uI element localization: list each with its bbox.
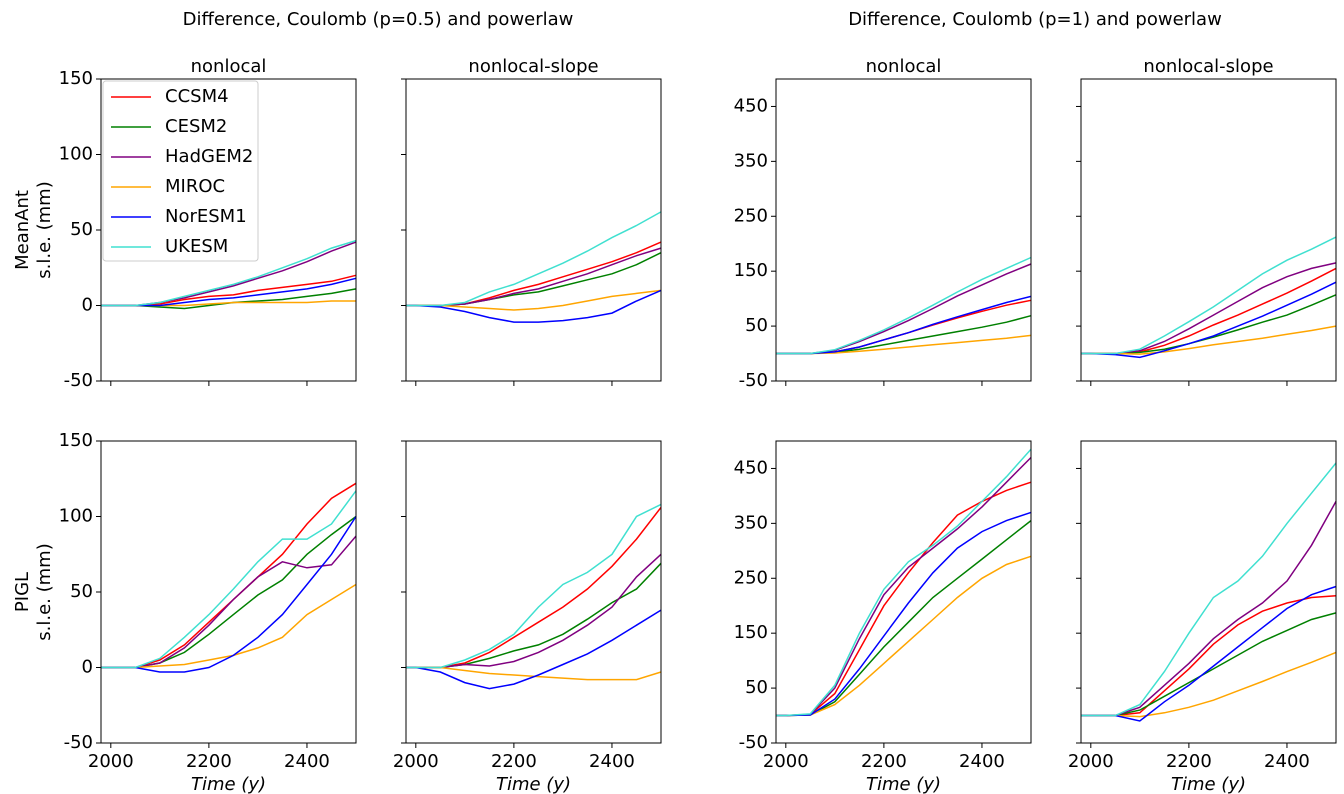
data-line	[776, 334, 1032, 355]
x-tick-label: 2000	[88, 751, 134, 772]
y-tick-label: 50	[745, 315, 768, 336]
data-line	[1081, 236, 1337, 355]
legend: CCSM4 CESM2 HadGEM2 MIROC NorESM1 UKESM	[102, 80, 259, 262]
axes-frame	[405, 440, 662, 744]
data-line	[1081, 462, 1337, 717]
data-line	[406, 289, 662, 323]
x-tick-label: 2400	[959, 751, 1005, 772]
axes-frame	[1080, 78, 1337, 382]
x-tick-label: 2200	[1166, 751, 1212, 772]
y-axis-label: PIGL	[12, 572, 33, 612]
axes-title: nonlocal	[866, 56, 942, 77]
data-line	[1081, 585, 1337, 722]
data-line	[101, 515, 357, 669]
x-tick-label: 2000	[1068, 751, 1114, 772]
y-tick-label: 350	[734, 150, 768, 171]
y-tick-label: 50	[70, 581, 93, 602]
x-tick-label: 2400	[1264, 751, 1310, 772]
data-line	[1081, 325, 1337, 355]
legend-label: MIROC	[165, 176, 225, 197]
data-line	[1081, 651, 1337, 718]
y-tick-label: 100	[59, 144, 93, 165]
axes-title: nonlocal	[191, 56, 267, 77]
suptitle: Difference, Coulomb (p=0.5) and powerlaw	[183, 9, 574, 30]
axes-frame	[1080, 440, 1337, 744]
x-tick-label: 2000	[763, 751, 809, 772]
data-line	[101, 274, 357, 307]
data-line	[776, 520, 1032, 717]
legend-box	[102, 80, 259, 262]
suptitle: Difference, Coulomb (p=1) and powerlaw	[848, 9, 1222, 30]
x-axis-label: Time (y)	[1171, 774, 1246, 794]
axes-frame	[100, 440, 357, 744]
y-tick-label: 150	[59, 430, 93, 451]
y-axis-label: s.l.e. (mm)	[34, 181, 55, 278]
x-tick-label: 2000	[393, 751, 439, 772]
data-line	[406, 247, 662, 307]
axes-frame	[775, 78, 1032, 382]
data-line	[1081, 612, 1337, 717]
y-tick-label: -50	[739, 732, 768, 753]
data-line	[101, 482, 357, 669]
legend-label: NorESM1	[165, 206, 247, 227]
data-line	[1081, 294, 1337, 355]
data-line	[1081, 501, 1337, 717]
y-tick-label: 150	[734, 622, 768, 643]
x-axis-label: Time (y)	[866, 774, 941, 794]
x-axis-label: Time (y)	[496, 774, 571, 794]
data-line	[406, 211, 662, 307]
legend-label: HadGEM2	[165, 146, 253, 167]
data-line	[406, 506, 662, 669]
data-line	[406, 503, 662, 669]
data-line	[776, 511, 1032, 717]
data-line	[1081, 262, 1337, 355]
axes-title: nonlocal-slope	[1143, 56, 1273, 77]
data-line	[406, 609, 662, 690]
y-tick-label: 450	[734, 95, 768, 116]
data-line	[406, 562, 662, 669]
data-line	[1081, 281, 1337, 359]
legend-label: CESM2	[165, 116, 227, 137]
y-tick-label: 250	[734, 205, 768, 226]
data-line	[101, 490, 357, 669]
axes-title: nonlocal-slope	[468, 56, 598, 77]
y-tick-label: 0	[82, 657, 93, 678]
y-tick-label: 50	[745, 677, 768, 698]
y-tick-label: -50	[739, 370, 768, 391]
y-tick-label: 250	[734, 567, 768, 588]
y-tick-label: -50	[64, 370, 93, 391]
data-line	[776, 456, 1032, 717]
x-tick-label: 2200	[491, 751, 537, 772]
y-tick-label: -50	[64, 732, 93, 753]
axes-frame	[405, 78, 662, 382]
data-line	[101, 583, 357, 669]
data-line	[101, 535, 357, 669]
x-tick-label: 2400	[284, 751, 330, 772]
y-tick-label: 100	[59, 506, 93, 527]
y-axis-label: MeanAnt	[12, 190, 33, 270]
y-tick-label: 50	[70, 219, 93, 240]
data-line	[101, 239, 357, 307]
legend-label: CCSM4	[165, 86, 229, 107]
x-axis-label: Time (y)	[191, 774, 266, 794]
x-tick-label: 2400	[589, 751, 635, 772]
y-tick-label: 350	[734, 512, 768, 533]
y-tick-label: 450	[734, 457, 768, 478]
data-line	[406, 241, 662, 307]
legend-label: UKESM	[165, 236, 228, 257]
axes-frame	[775, 440, 1032, 744]
data-line	[776, 299, 1032, 355]
data-line	[776, 448, 1032, 717]
y-tick-label: 0	[82, 295, 93, 316]
y-tick-label: 150	[59, 68, 93, 89]
x-tick-label: 2200	[861, 751, 907, 772]
data-line	[776, 256, 1032, 355]
y-axis-label: s.l.e. (mm)	[34, 543, 55, 640]
data-line	[406, 553, 662, 669]
y-tick-label: 150	[734, 260, 768, 281]
data-line	[1081, 595, 1337, 717]
x-tick-label: 2200	[186, 751, 232, 772]
data-line	[776, 481, 1032, 717]
